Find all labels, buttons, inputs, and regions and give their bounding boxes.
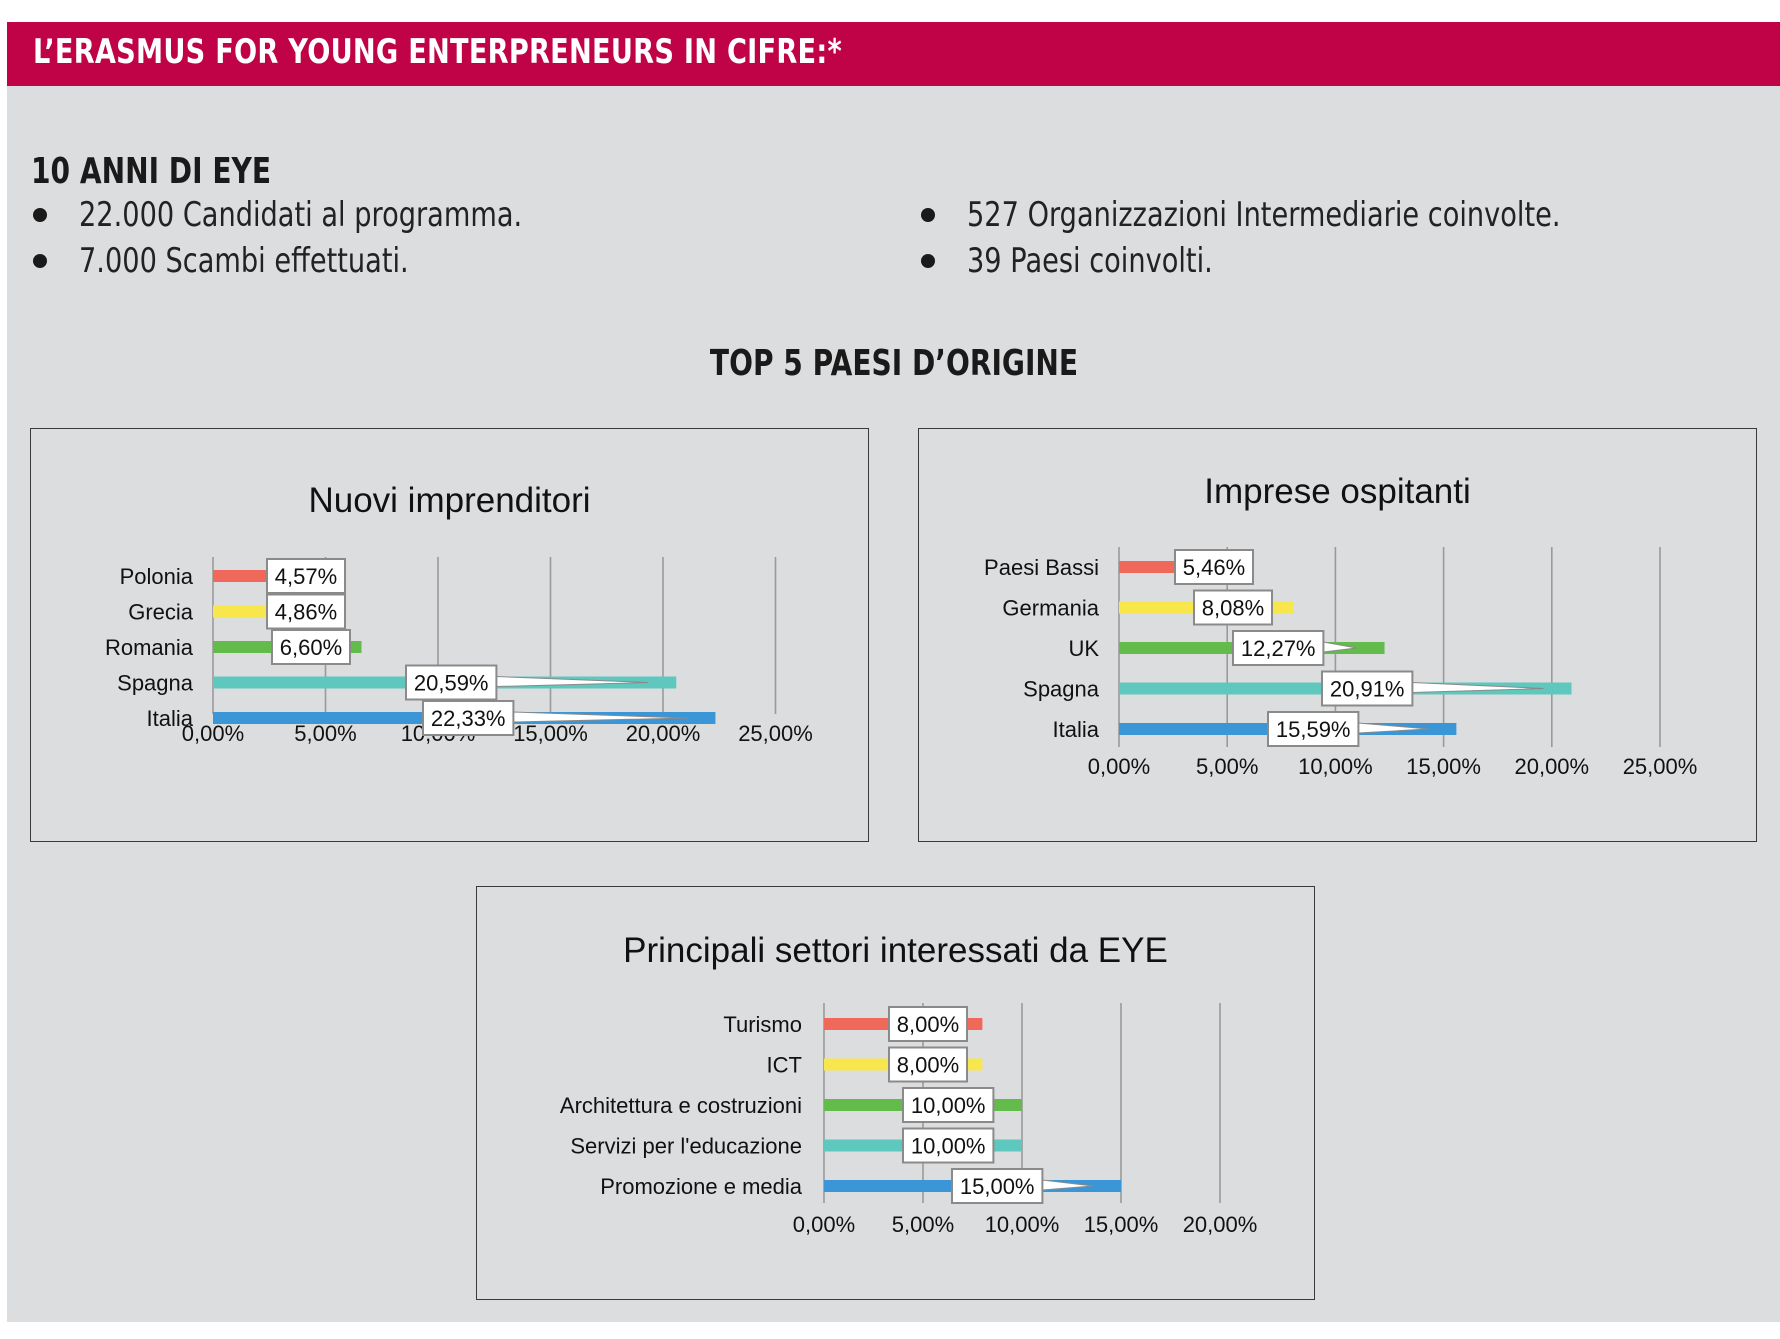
bullet-text: 22.000 Candidati al programma. — [79, 195, 523, 235]
x-tick-label: 0,00% — [182, 721, 244, 746]
section-heading: 10 ANNI DI EYE — [31, 151, 272, 192]
header-banner: L’ERASMUS FOR YOUNG ENTERPRENEURS IN CIF… — [7, 22, 1780, 86]
bullet-text: 7.000 Scambi effettuati. — [79, 241, 409, 281]
bullet-item: 22.000 Candidati al programma. — [33, 192, 633, 238]
value-label: 8,00% — [897, 1012, 959, 1037]
chart-nuovi-imprenditori: Nuovi imprenditori 0,00%5,00%10,00%15,00… — [30, 428, 869, 842]
x-tick-label: 15,00% — [1084, 1212, 1159, 1237]
value-label: 6,60% — [280, 635, 342, 660]
chart-title: Nuovi imprenditori — [308, 481, 591, 520]
category-label: Promozione e media — [600, 1174, 803, 1199]
category-label: Architettura e costruzioni — [560, 1093, 802, 1118]
category-label: Polonia — [120, 564, 194, 589]
category-label: Spagna — [117, 671, 194, 696]
value-label: 15,59% — [1276, 717, 1351, 742]
x-tick-label: 25,00% — [1623, 754, 1698, 779]
value-label: 4,86% — [275, 600, 337, 625]
value-callout — [405, 664, 498, 701]
bullet-dot-icon — [921, 208, 935, 222]
value-callout — [888, 1006, 968, 1042]
value-label: 8,00% — [897, 1053, 959, 1078]
x-tick-label: 10,00% — [1298, 754, 1373, 779]
bullet-dot-icon — [33, 208, 47, 222]
top5-heading: TOP 5 PAESI D’ORIGINE — [7, 342, 1780, 386]
value-label: 4,57% — [275, 564, 337, 589]
bullet-text: 527 Organizzazioni Intermediarie coinvol… — [967, 195, 1561, 235]
category-label: Italia — [1053, 717, 1100, 742]
category-label: Spagna — [1023, 677, 1100, 702]
value-label: 10,00% — [911, 1093, 986, 1118]
value-label: 12,27% — [1241, 636, 1316, 661]
x-tick-label: 5,00% — [892, 1212, 954, 1237]
value-label: 8,08% — [1202, 596, 1264, 621]
chart-svg: 0,00%5,00%10,00%15,00%20,00%25,00%Poloni… — [105, 557, 813, 746]
bullet-list-left: 22.000 Candidati al programma. 7.000 Sca… — [33, 192, 633, 284]
value-callout — [951, 1168, 1044, 1204]
bullet-item: 527 Organizzazioni Intermediarie coinvol… — [921, 192, 1709, 238]
category-label: Germania — [1002, 596, 1099, 621]
x-tick-label: 20,00% — [1514, 754, 1589, 779]
value-callout — [1267, 711, 1360, 747]
x-tick-label: 5,00% — [1196, 754, 1258, 779]
chart-imprese-ospitanti: Imprese ospitanti 0,00% 5,00% 10,00% 15,00%… — [918, 428, 1757, 842]
x-tick-label: 15,00% — [1406, 754, 1481, 779]
chart-settori-eye: Principali settori interessati da EYE 0,… — [476, 886, 1315, 1300]
x-tick-label: 15,00% — [513, 721, 588, 746]
x-tick-label: 5,00% — [294, 721, 356, 746]
category-label: Romania — [105, 635, 194, 660]
category-label: Grecia — [128, 600, 194, 625]
category-label: ICT — [767, 1053, 802, 1078]
value-label: 20,91% — [1330, 677, 1405, 702]
value-callout — [266, 593, 346, 630]
value-callout — [422, 700, 515, 736]
x-tick-label: 25,00% — [738, 721, 813, 746]
chart-svg: 0,00% 5,00% 10,00% 15,00% 20,00% 25,00% Paesi … — [984, 547, 1698, 779]
x-tick-label: 0,00% — [793, 1212, 855, 1237]
value-callout — [1321, 670, 1414, 707]
value-callout — [888, 1046, 968, 1083]
chart-svg: 0,00% 5,00% 10,00% 15,00% 20,00% Turismo 8,00%… — [560, 1003, 1258, 1237]
bullet-text: 39 Paesi coinvolti. — [967, 241, 1213, 281]
chart-title: Imprese ospitanti — [1204, 472, 1471, 511]
x-tick-label: 20,00% — [626, 721, 701, 746]
bullet-list-right: 527 Organizzazioni Intermediarie coinvol… — [921, 192, 1709, 284]
category-label: Italia — [147, 706, 194, 731]
value-callout — [1174, 549, 1254, 585]
value-label: 22,33% — [431, 706, 506, 731]
bullet-item: 7.000 Scambi effettuati. — [33, 238, 633, 284]
header-title: L’ERASMUS FOR YOUNG ENTERPRENEURS IN CIF… — [33, 32, 842, 72]
value-callout — [1232, 630, 1325, 666]
bullet-dot-icon — [921, 254, 935, 268]
x-tick-label: 0,00% — [1088, 754, 1150, 779]
category-label: UK — [1068, 636, 1099, 661]
x-tick-label: 20,00% — [1183, 1212, 1258, 1237]
value-callout — [902, 1087, 995, 1123]
chart-title: Principali settori interessati da EYE — [623, 931, 1168, 970]
top5-heading-text: TOP 5 PAESI D’ORIGINE — [709, 343, 1078, 384]
bullet-dot-icon — [33, 254, 47, 268]
bullet-item: 39 Paesi coinvolti. — [921, 238, 1709, 284]
x-tick-label: 10,00% — [985, 1212, 1060, 1237]
value-label: 5,46% — [1183, 555, 1245, 580]
value-callout — [1193, 589, 1273, 626]
category-label: Turismo — [723, 1012, 802, 1037]
value-callout — [266, 558, 346, 594]
category-label: Servizi per l'educazione — [570, 1134, 802, 1159]
value-callout — [271, 629, 351, 665]
category-label: Paesi Bassi — [984, 555, 1099, 580]
value-label: 20,59% — [414, 671, 489, 696]
value-label: 10,00% — [911, 1134, 986, 1159]
value-label: 15,00% — [960, 1174, 1035, 1199]
value-callout — [902, 1127, 995, 1164]
infographic-panel: L’ERASMUS FOR YOUNG ENTERPRENEURS IN CIF… — [7, 22, 1780, 1322]
